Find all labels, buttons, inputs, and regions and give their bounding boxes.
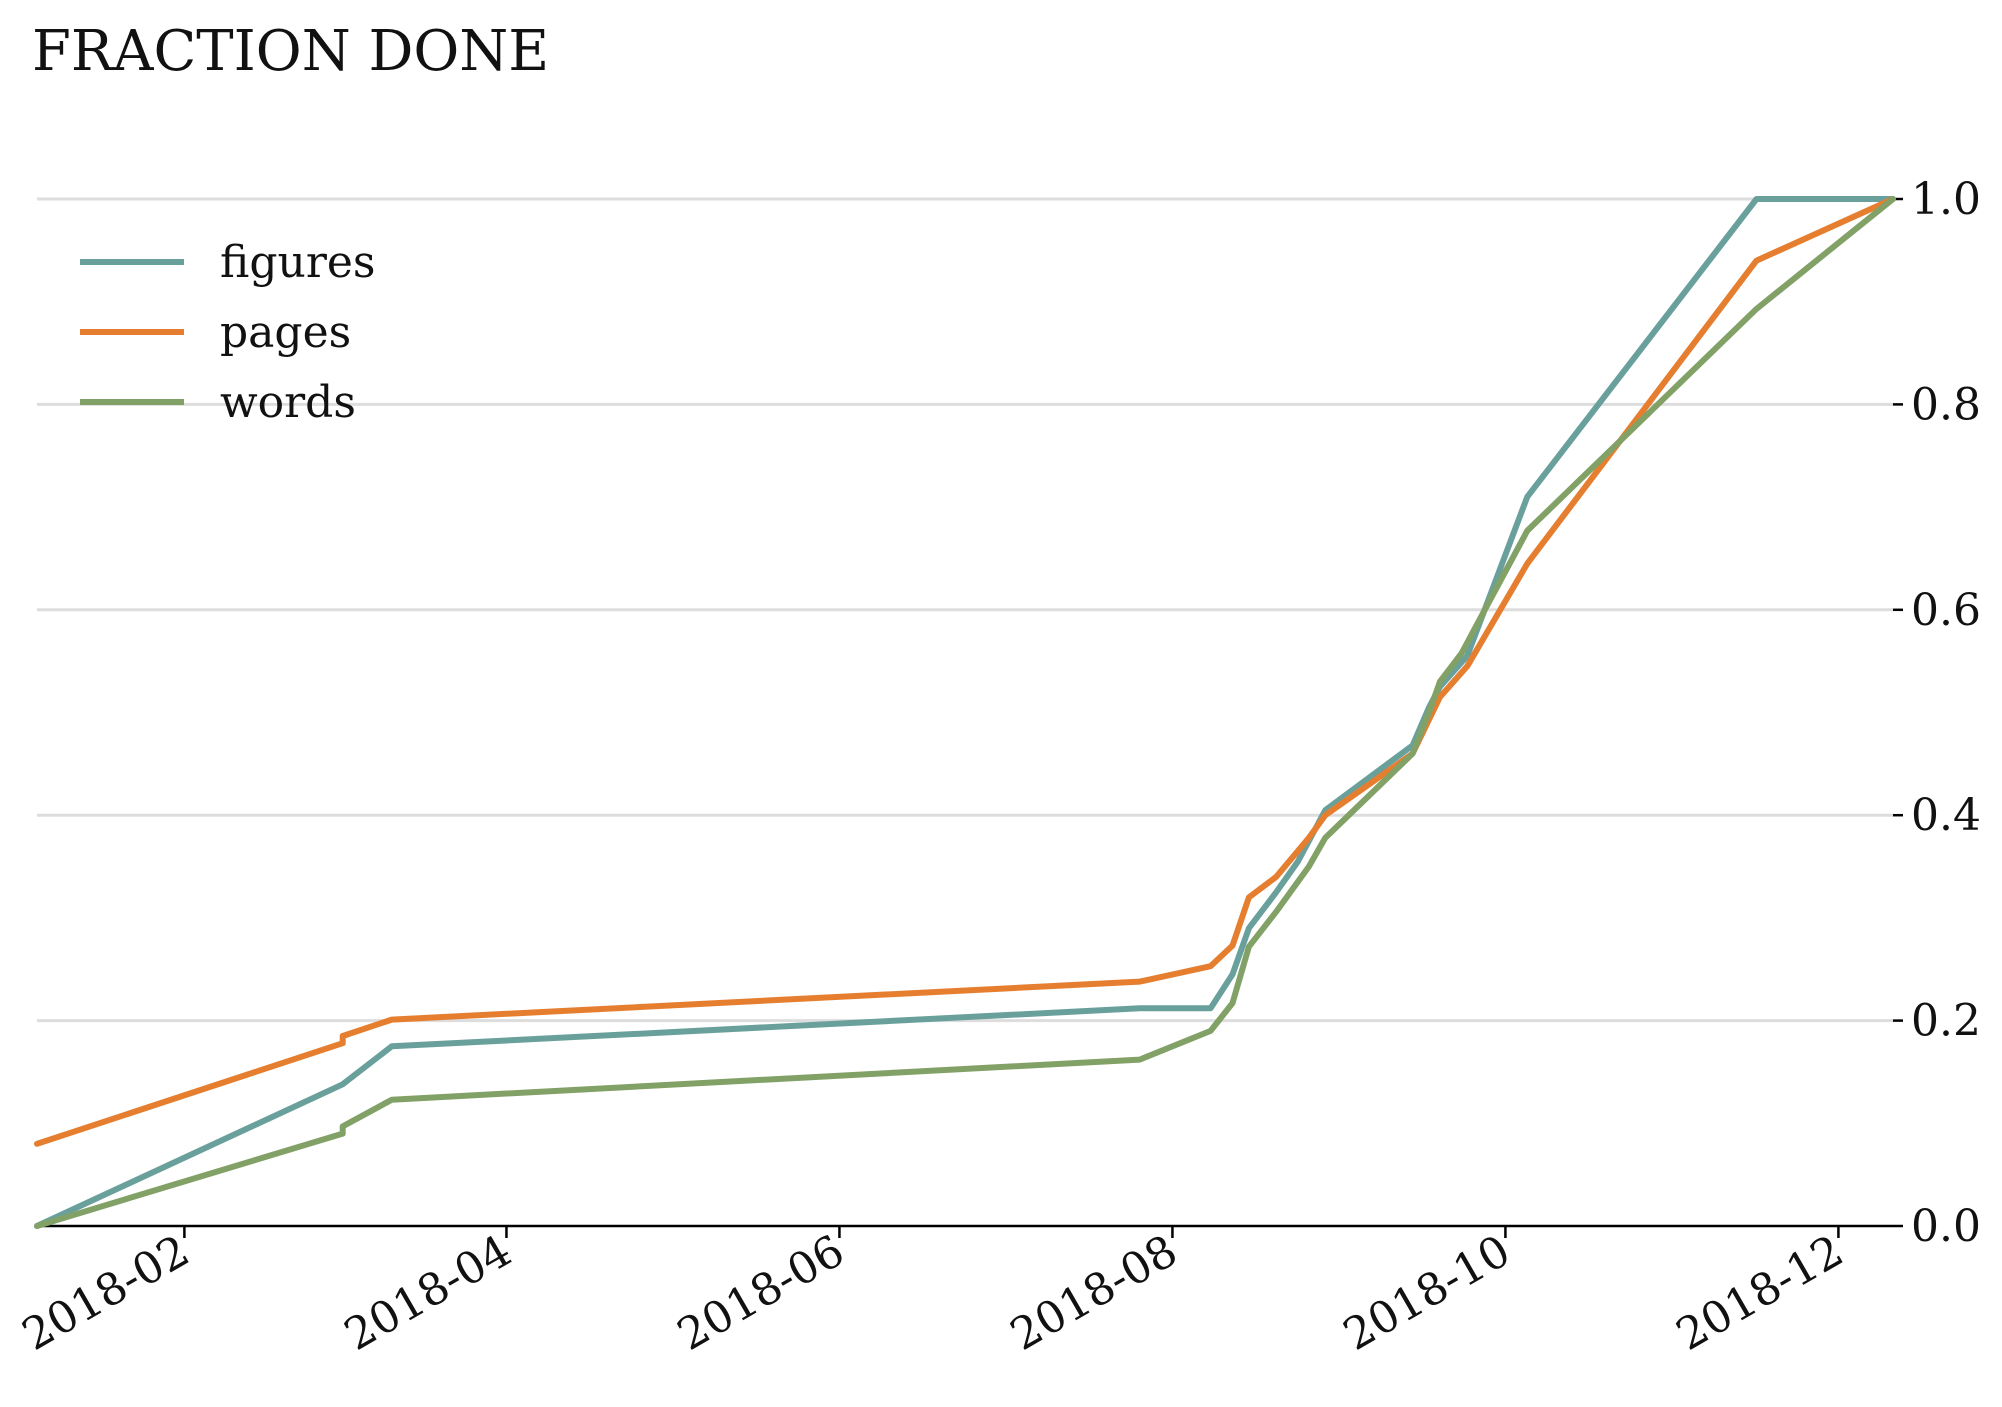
y-tick-label: 0.0 [1911, 1201, 1981, 1252]
x-tick-label: 2018-12 [1668, 1225, 1852, 1361]
legend-label-figures: figures [220, 237, 376, 288]
series-line-words [34, 196, 1896, 1229]
y-tick-label: 0.2 [1911, 996, 1981, 1047]
chart-title: FRACTION DONE [32, 19, 549, 84]
gridlines [37, 197, 1893, 1023]
x-tick-label: 2018-04 [336, 1225, 520, 1361]
series-lines [34, 196, 1896, 1229]
y-tick-label: 1.0 [1911, 174, 1981, 225]
series-line-pages [34, 196, 1896, 1147]
y-tick-label: 0.6 [1911, 585, 1981, 636]
legend-label-pages: pages [220, 307, 351, 358]
y-tick-label: 0.8 [1911, 379, 1981, 430]
x-tick-label: 2018-08 [1002, 1225, 1186, 1361]
legend: figures pages words [80, 237, 376, 428]
x-tick-label: 2018-02 [14, 1225, 198, 1361]
legend-label-words: words [220, 377, 356, 428]
y-tick-label: 0.4 [1911, 790, 1981, 841]
x-tick-label: 2018-06 [669, 1225, 853, 1361]
x-tick-label: 2018-10 [1335, 1225, 1519, 1361]
